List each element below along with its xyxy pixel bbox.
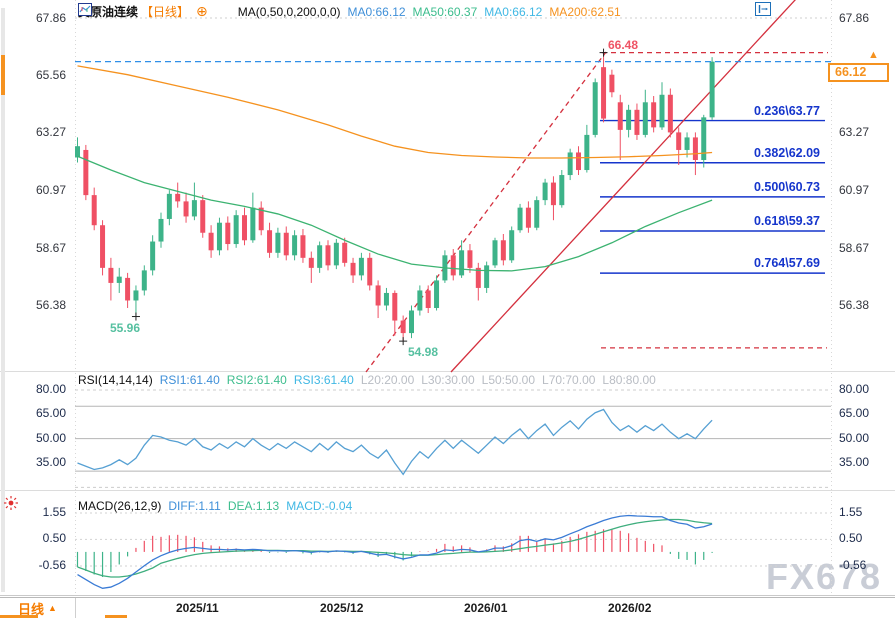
price-tick-left-0: 67.86 xyxy=(35,11,66,25)
price-tick-right-2: 63.27 xyxy=(839,125,870,139)
date-label-2: 2026/01 xyxy=(464,601,508,615)
rsi-tick-left-1: 65.00 xyxy=(35,406,66,420)
rsi-tick-left-2: 50.00 xyxy=(35,431,66,445)
high-annotation: 66.48 xyxy=(608,38,639,52)
rsi1-value: RSI1:61.40 xyxy=(159,373,220,387)
mini-chart-icon[interactable] xyxy=(78,3,229,18)
ma0-value-a: MA0:66.12 xyxy=(347,4,406,19)
rsi-level-l50: L50:50.00 xyxy=(481,373,536,387)
fib-label-0382: 0.382\62.09 xyxy=(753,146,820,160)
fib-label-0500: 0.500\60.73 xyxy=(753,180,820,194)
fx678-watermark: FX678 xyxy=(766,556,883,597)
low-annotation-2: 54.98 xyxy=(408,345,439,359)
rsi2-value: RSI2:61.40 xyxy=(226,373,287,387)
price-tick-left-5: 56.38 xyxy=(35,298,66,312)
rsi-panel xyxy=(75,389,831,488)
macd-tick-left-0: 1.55 xyxy=(42,505,66,519)
macd-tick-right-0: 1.55 xyxy=(839,505,863,519)
last-price-box: 66.12 xyxy=(828,63,889,82)
timeframe-tab-arrow-icon: ▲ xyxy=(48,603,57,613)
y-scrollbar-track[interactable] xyxy=(1,8,5,592)
price-tick-left-4: 58.67 xyxy=(35,241,66,255)
rsi-tick-right-3: 35.00 xyxy=(839,455,870,469)
rsi-level-l70: L70:70.00 xyxy=(542,373,596,387)
date-label-1: 2025/12 xyxy=(320,601,364,615)
price-tick-right-4: 58.67 xyxy=(839,241,870,255)
rsi-tick-right-1: 65.00 xyxy=(839,406,870,420)
fib-label-0764: 0.764\57.69 xyxy=(753,256,820,270)
moving-average-lines xyxy=(77,65,713,272)
date-axis-bar: 日线 ▲ 2025/11 2025/12 2026/01 2026/02 xyxy=(0,597,895,619)
timeframe-tab-label: 日线 xyxy=(18,601,45,617)
macd-title: MACD(26,12,9) xyxy=(78,499,162,513)
h-scroll-indicator-2 xyxy=(105,615,127,618)
macd-panel xyxy=(75,512,831,589)
ma-settings-label: MA(0,50,0,200,0,0) xyxy=(237,4,341,19)
macd-panel-header: MACD(26,12,9) DIFF:1.11 DEA:1.13 MACD:-0… xyxy=(78,499,352,513)
ma50-value: MA50:60.37 xyxy=(412,4,478,19)
ma200-value: MA200:62.51 xyxy=(549,4,621,19)
low-annotation-1: 55.96 xyxy=(110,321,141,335)
macd-tick-left-1: 0.50 xyxy=(42,531,66,545)
date-label-0: 2025/11 xyxy=(176,601,219,615)
timeframe-tag: 【日线】 xyxy=(141,5,190,19)
chart-toolbar xyxy=(755,2,840,21)
rsi-panel-header: RSI(14,14,14) RSI1:61.40 RSI2:61.40 RSI3… xyxy=(78,373,656,387)
price-tick-right-0: 67.86 xyxy=(839,11,870,25)
fibonacci-lines xyxy=(600,119,825,274)
price-panel-header: 美原油连续 【日线】 ⊕ MA(0,50,0,200,0,0) MA0:66.1… xyxy=(78,3,621,20)
price-tick-left-3: 60.97 xyxy=(35,183,66,197)
scale-y-axis-icon[interactable] xyxy=(755,2,793,16)
y-scrollbar-thumb[interactable] xyxy=(1,55,5,95)
last-price-arrow-icon: ▲ xyxy=(868,49,879,61)
go-to-latest-icon[interactable] xyxy=(755,2,838,16)
symbol-name: 美原油连续 xyxy=(78,5,139,19)
rsi-title: RSI(14,14,14) xyxy=(78,373,153,387)
rsi-tick-left-0: 80.00 xyxy=(35,382,66,396)
macd-value: MACD:-0.04 xyxy=(286,499,353,513)
panel-frame xyxy=(0,0,895,596)
rsi-tick-left-3: 35.00 xyxy=(35,455,66,469)
add-indicator-icon[interactable]: ⊕ xyxy=(196,3,208,19)
macd-tick-right-1: 0.50 xyxy=(839,531,863,545)
diff-value: DIFF:1.11 xyxy=(168,499,221,513)
rsi-level-l20: L20:20.00 xyxy=(360,373,415,387)
rsi3-value: RSI3:61.40 xyxy=(293,373,354,387)
ma0-value-b: MA0:66.12 xyxy=(484,4,543,19)
price-tick-right-3: 60.97 xyxy=(839,183,870,197)
macd-tick-right-2: -0.56 xyxy=(839,558,867,572)
extreme-markers xyxy=(131,48,608,346)
scale-x-axis-icon[interactable] xyxy=(755,2,816,16)
fib-label-0618: 0.618\59.37 xyxy=(753,214,820,228)
rsi-tick-right-0: 80.00 xyxy=(839,382,870,396)
h-scroll-indicator-1 xyxy=(0,615,38,618)
timeframe-tab[interactable]: 日线 ▲ xyxy=(0,598,76,618)
candlestick-series xyxy=(75,52,715,342)
rsi-tick-right-2: 50.00 xyxy=(839,431,870,445)
price-tick-right-5: 56.38 xyxy=(839,298,870,312)
rsi-level-l30: L30:30.00 xyxy=(421,373,475,387)
price-tick-left-1: 65.56 xyxy=(35,68,66,82)
dea-value: DEA:1.13 xyxy=(227,499,280,513)
price-tick-left-2: 63.27 xyxy=(35,125,66,139)
fib-label-0236: 0.236\63.77 xyxy=(753,104,820,118)
macd-tick-left-2: -0.56 xyxy=(38,558,66,572)
date-label-3: 2026/02 xyxy=(608,601,652,615)
rsi-level-l80: L80:80.00 xyxy=(602,373,656,387)
